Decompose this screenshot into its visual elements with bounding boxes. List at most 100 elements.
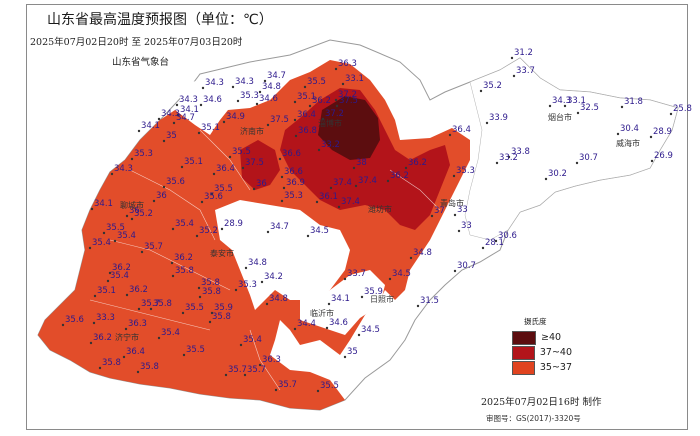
station-value: 30.7	[457, 261, 476, 271]
station-dot	[195, 234, 199, 238]
station-value: 30.7	[579, 153, 598, 163]
station-value: 34.8	[269, 294, 288, 304]
station-value: 35.2	[483, 81, 502, 91]
station-value: 35.4	[110, 271, 129, 281]
station-value: 34.9	[226, 112, 245, 122]
station-dot	[228, 155, 232, 159]
station-value: 36	[256, 179, 267, 189]
station-values: 34.3 34.334.735.334.8 35.536.333.134.334.1…	[61, 48, 692, 393]
station-dot	[222, 120, 226, 124]
station-value: 35.8	[201, 278, 220, 288]
station-dot	[334, 98, 338, 102]
station-dot	[89, 341, 93, 345]
station-value: 28.1	[485, 238, 504, 248]
station-value: 36.2	[408, 158, 427, 168]
station-value: 36	[129, 206, 140, 216]
station-value: 35.7	[144, 242, 163, 252]
station-value: 35	[347, 347, 358, 357]
station-dot	[563, 104, 567, 108]
station-value: 31.5	[420, 296, 439, 306]
station-value: 35.7	[228, 365, 247, 375]
station-value: 35.3	[240, 91, 259, 101]
legend-swatch	[512, 345, 535, 360]
station-dot	[176, 113, 180, 117]
station-value: 37.5	[339, 96, 358, 106]
station-dot	[321, 117, 325, 121]
station-dot	[90, 207, 94, 211]
station-dot	[341, 82, 345, 86]
station-value: 35.4	[175, 219, 194, 229]
station-value: 34.8	[262, 82, 281, 92]
station-dot	[315, 200, 319, 204]
station-dot	[130, 157, 134, 161]
station-dot	[544, 177, 548, 181]
station-value: 34.6	[203, 95, 222, 105]
legend-label: ≥40	[541, 332, 562, 343]
station-dot	[102, 231, 106, 235]
station-value: 35.5	[185, 303, 204, 313]
station-dot	[88, 246, 92, 250]
station-value: 34.5	[392, 269, 411, 279]
station-value: 28.9	[224, 219, 243, 229]
station-value: 35.1	[297, 92, 316, 102]
station-dot	[649, 135, 653, 139]
station-value: 33	[461, 221, 472, 231]
station-dot	[360, 295, 364, 299]
station-dot	[258, 363, 262, 367]
station-value: 34.1	[180, 105, 199, 115]
issued-time: 2025年07月02日16时 制作	[481, 397, 602, 408]
station-dot	[337, 205, 341, 209]
station-value: 30.4	[620, 124, 639, 134]
city-label: 潍坊市	[368, 204, 392, 214]
station-dot	[125, 214, 129, 218]
station-value: 34.3	[161, 109, 180, 119]
station-value: 34.7	[270, 222, 289, 232]
station-value: 35.8	[153, 299, 172, 309]
station-value: 36.2	[390, 171, 409, 181]
cool-zone-central	[215, 200, 350, 310]
station-value: 33.7	[516, 66, 535, 76]
station-dot	[244, 266, 248, 270]
station-value: 36.4	[452, 125, 471, 135]
legend-swatch	[512, 360, 535, 375]
station-dot	[224, 373, 228, 377]
station-value: 34.3	[552, 96, 571, 106]
station-dot	[152, 199, 156, 203]
station-value: 35.2	[199, 226, 218, 236]
station-dot	[317, 148, 321, 152]
station-dot	[212, 172, 216, 176]
station-value: 36	[156, 191, 167, 201]
station-dot	[352, 166, 356, 170]
station-dot	[180, 165, 184, 169]
legend: 摄氏度 ≥40 37~40 35~37	[512, 316, 572, 375]
station-value: 36.3	[262, 355, 281, 365]
station-value: 33	[457, 205, 468, 215]
station-value: 32.5	[580, 103, 599, 113]
station-value: 35.6	[166, 177, 185, 187]
station-dot	[306, 234, 310, 238]
station-dot	[236, 99, 240, 103]
city-label: 淄博市	[318, 118, 342, 128]
station-value: 35.5	[214, 184, 233, 194]
station-value: 37.5	[245, 158, 264, 168]
station-value: 36.6	[282, 149, 301, 159]
station-value: 37.4	[358, 176, 377, 186]
station-value: 35.7	[141, 299, 160, 309]
station-value: 33.2	[321, 140, 340, 150]
station-dot	[495, 161, 499, 165]
cool-zone-south	[300, 270, 385, 335]
station-dot	[260, 280, 264, 284]
station-dot	[137, 307, 141, 311]
station-value: 35.8	[140, 362, 159, 372]
station-value: 34.1	[331, 294, 350, 304]
station-dot	[453, 269, 457, 273]
station-value: 36.1	[319, 192, 338, 202]
station-dot	[108, 271, 112, 275]
station-dot	[343, 355, 347, 359]
city-label: 聊城市	[120, 200, 144, 210]
legend-label: 35~37	[539, 362, 572, 373]
station-value: 38	[356, 158, 367, 168]
station-dot	[243, 373, 247, 377]
station-value: 34.5	[310, 226, 329, 236]
